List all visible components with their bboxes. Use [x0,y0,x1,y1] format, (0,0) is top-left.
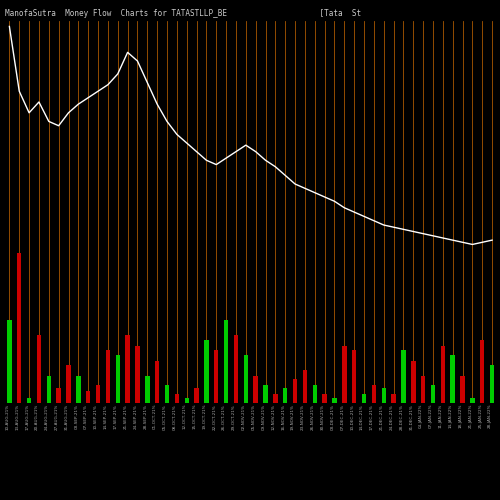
Bar [36,335,41,402]
Bar [86,390,90,402]
Bar [76,376,80,402]
Bar [293,378,298,402]
Bar [17,252,21,402]
Bar [234,335,238,402]
Bar [283,388,288,402]
Text: ManofaSutra  Money Flow  Charts for TATASTLLP_BE                    [Tata  St: ManofaSutra Money Flow Charts for TATAST… [5,9,361,18]
Bar [372,384,376,402]
Bar [362,394,366,402]
Bar [126,335,130,402]
Bar [460,376,465,402]
Bar [184,398,189,402]
Bar [27,398,32,402]
Bar [106,350,110,403]
Bar [96,384,100,402]
Bar [450,354,455,403]
Bar [214,350,218,403]
Bar [194,388,199,402]
Bar [56,388,61,402]
Bar [244,354,248,403]
Bar [7,320,12,402]
Bar [46,376,51,402]
Bar [66,365,70,403]
Bar [224,320,228,402]
Bar [312,384,317,402]
Bar [470,398,474,402]
Bar [332,398,336,402]
Bar [116,354,120,403]
Bar [480,340,484,402]
Bar [352,350,356,403]
Bar [174,394,179,402]
Bar [302,370,307,402]
Bar [401,350,406,403]
Bar [165,384,169,402]
Bar [273,394,278,402]
Bar [135,346,140,403]
Bar [342,346,346,403]
Bar [392,394,396,402]
Bar [322,394,327,402]
Bar [155,360,160,403]
Bar [431,384,435,402]
Bar [490,365,494,403]
Bar [440,346,445,403]
Bar [421,376,426,402]
Bar [204,340,208,402]
Bar [264,384,268,402]
Bar [145,376,150,402]
Bar [254,376,258,402]
Bar [411,360,416,403]
Bar [382,388,386,402]
